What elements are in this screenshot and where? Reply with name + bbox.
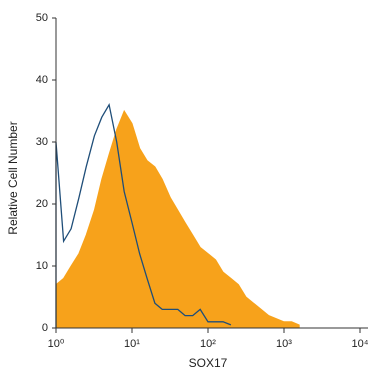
y-tick-label: 50	[36, 12, 48, 24]
x-tick-label: 10³	[276, 338, 292, 350]
x-tick-label: 10²	[200, 338, 216, 350]
x-axis-label: SOX17	[189, 356, 228, 370]
y-tick-label: 40	[36, 74, 48, 86]
line	[55, 103, 232, 328]
y-tick-label: 30	[36, 136, 48, 148]
area	[55, 109, 300, 329]
x-tick-label: 10⁴	[352, 338, 369, 350]
y-tick-label: 10	[36, 260, 48, 272]
y-tick-label: 20	[36, 198, 48, 210]
x-tick-label: 10¹	[124, 338, 140, 350]
x-tick-label: 10⁰	[48, 338, 65, 350]
y-tick-label: 0	[42, 322, 48, 334]
y-axis-label: Relative Cell Number	[6, 121, 20, 234]
